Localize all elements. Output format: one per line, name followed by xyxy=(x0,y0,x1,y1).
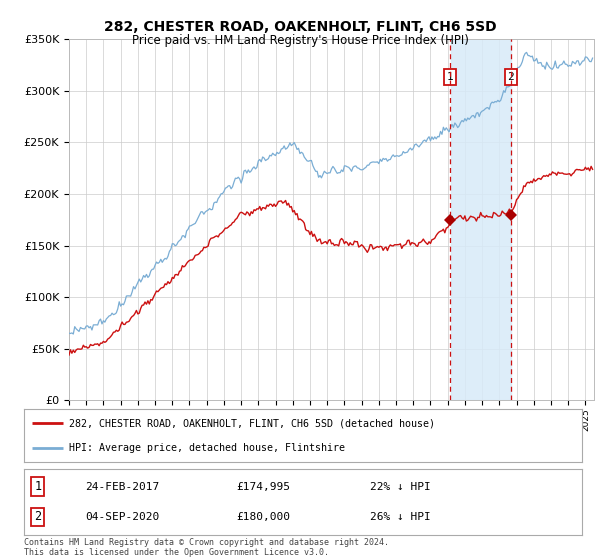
Text: 22% ↓ HPI: 22% ↓ HPI xyxy=(370,482,431,492)
Text: Price paid vs. HM Land Registry's House Price Index (HPI): Price paid vs. HM Land Registry's House … xyxy=(131,34,469,46)
Text: £174,995: £174,995 xyxy=(236,482,290,492)
Text: 2: 2 xyxy=(508,72,514,82)
Text: Contains HM Land Registry data © Crown copyright and database right 2024.
This d: Contains HM Land Registry data © Crown c… xyxy=(24,538,389,557)
Text: 04-SEP-2020: 04-SEP-2020 xyxy=(85,512,160,522)
Text: 282, CHESTER ROAD, OAKENHOLT, FLINT, CH6 5SD (detached house): 282, CHESTER ROAD, OAKENHOLT, FLINT, CH6… xyxy=(68,418,434,428)
Text: 1: 1 xyxy=(34,480,41,493)
Text: 1: 1 xyxy=(447,72,454,82)
Text: 24-FEB-2017: 24-FEB-2017 xyxy=(85,482,160,492)
Text: HPI: Average price, detached house, Flintshire: HPI: Average price, detached house, Flin… xyxy=(68,442,344,452)
Text: £180,000: £180,000 xyxy=(236,512,290,522)
Text: 282, CHESTER ROAD, OAKENHOLT, FLINT, CH6 5SD: 282, CHESTER ROAD, OAKENHOLT, FLINT, CH6… xyxy=(104,20,496,34)
Text: 2: 2 xyxy=(34,511,41,524)
Text: 26% ↓ HPI: 26% ↓ HPI xyxy=(370,512,431,522)
